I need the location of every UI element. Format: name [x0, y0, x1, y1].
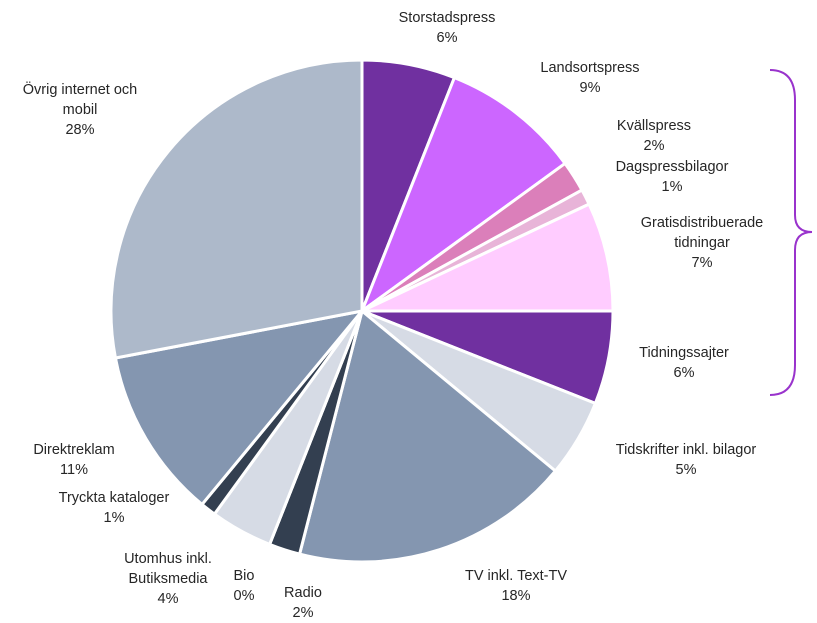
category-label: Tidningssajter — [639, 345, 729, 361]
bracket — [769, 69, 813, 396]
category-label: Landsortspress — [540, 60, 640, 76]
value-label: 2% — [643, 138, 665, 154]
value-label: 18% — [501, 588, 531, 604]
category-label: Utomhus inkl. Butiksmedia — [124, 551, 212, 587]
slice-label: Tryckta kataloger 1% — [14, 488, 214, 528]
slice-label: Direktreklam 11% — [0, 440, 174, 480]
value-label: 6% — [436, 30, 458, 46]
pie-slice — [109, 58, 364, 360]
category-label: TV inkl. Text-TV — [464, 568, 568, 584]
value-label: 11% — [60, 462, 88, 478]
value-label: 1% — [661, 179, 683, 195]
value-label: 9% — [579, 80, 601, 96]
value-label: 5% — [675, 462, 697, 478]
slice-label: TV inkl. Text-TV 18% — [416, 566, 616, 606]
value-label: 7% — [691, 255, 713, 271]
value-label: 0% — [233, 588, 255, 604]
category-label: Tidskrifter inkl. bilagor — [615, 442, 757, 458]
category-label: Storstadspress — [398, 10, 496, 26]
category-label: Dagspressbilagor — [615, 159, 729, 175]
value-label: 4% — [157, 591, 179, 607]
slice-label: Storstadspress 6% — [347, 8, 547, 48]
category-label: Tryckta kataloger — [58, 490, 170, 506]
value-label: 2% — [292, 605, 314, 621]
value-label: 28% — [65, 122, 95, 138]
slice-label: Tidningssajter 6% — [584, 343, 784, 383]
category-label: Övrig internet och mobil — [22, 82, 138, 118]
slice-label: Kvällspress 2% — [554, 116, 754, 156]
slice-label: Utomhus inkl. Butiksmedia 4% — [113, 549, 223, 609]
category-label: Gratisdistribuerade tidningar — [640, 215, 764, 251]
pie-slice — [298, 309, 557, 564]
category-label: Direktreklam — [33, 442, 115, 458]
value-label: 1% — [103, 510, 125, 526]
slice-label: Tidskrifter inkl. bilagor 5% — [576, 440, 796, 480]
category-label: Radio — [284, 585, 322, 601]
slice-label: Landsortspress 9% — [490, 58, 690, 98]
slice-label: Gratisdistribuerade tidningar 7% — [622, 213, 782, 273]
slice-label: Dagspressbilagor 1% — [572, 157, 772, 197]
slice-label: Bio 0% — [214, 566, 274, 606]
category-label: Bio — [233, 568, 255, 584]
slice-label: Radio 2% — [253, 583, 353, 623]
slice-label: Övrig internet och mobil 28% — [5, 80, 155, 140]
category-label: Kvällspress — [616, 118, 692, 134]
pie-slice — [113, 309, 364, 506]
pie-slice — [360, 76, 567, 313]
pie-slice — [360, 202, 615, 313]
value-label: 6% — [673, 365, 695, 381]
